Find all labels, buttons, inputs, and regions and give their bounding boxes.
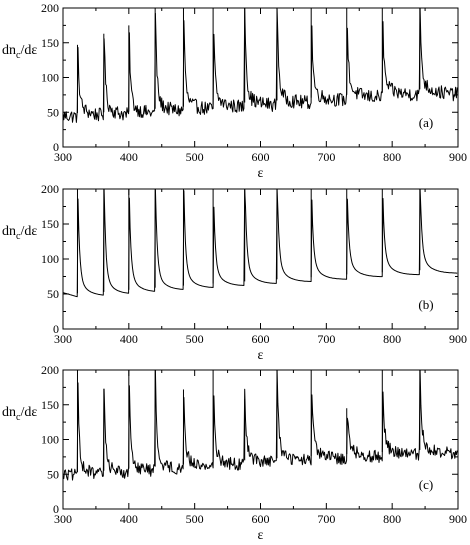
y-axis-label-main: dn [2, 224, 16, 239]
x-axis-label: ε [258, 166, 264, 181]
y-axis-label: dnc/dε [2, 43, 37, 61]
x-tick-label: 300 [54, 332, 72, 346]
x-tick-label: 400 [120, 512, 138, 526]
y-tick-label: 0 [53, 140, 59, 154]
x-tick-label: 300 [54, 512, 72, 526]
y-axis-label-main: dn [2, 43, 16, 58]
y-tick-label: 100 [41, 433, 59, 447]
x-tick-label: 800 [383, 512, 401, 526]
panel-label: (c) [419, 477, 433, 492]
panel-a: 300 400 500 600 700 800 900 0 50 100 150 200 ε dnc/dε… [2, 1, 467, 181]
series-line [62, 7, 458, 123]
y-axis-label-tail: /dε [20, 43, 37, 58]
y-tick-label: 100 [41, 252, 59, 266]
panel-label: (a) [419, 115, 433, 130]
y-axis-label-tail: /dε [20, 405, 37, 420]
y-axis-label-sub: c [16, 231, 21, 242]
x-tick-label: 300 [54, 150, 72, 164]
y-tick-label: 100 [41, 71, 59, 85]
x-tick-label: 700 [317, 150, 335, 164]
y-tick-label: 150 [41, 36, 59, 50]
y-tick-label: 200 [41, 363, 59, 377]
x-axis-label: ε [258, 528, 264, 543]
y-tick-label: 50 [47, 467, 59, 481]
plot-frame [62, 188, 459, 330]
x-tick-label: 700 [317, 332, 335, 346]
panel-b: 300 400 500 600 700 800 900 0 50 100 150 200 ε dnc/dε… [2, 182, 467, 363]
y-tick-label: 150 [41, 217, 59, 231]
x-tick-label: 600 [252, 512, 270, 526]
x-tick-label: 500 [186, 150, 204, 164]
x-tick-label: 400 [120, 150, 138, 164]
x-tick-label: 800 [383, 150, 401, 164]
y-axis-label-sub: c [16, 50, 21, 61]
y-axis-label-sub: c [16, 412, 21, 423]
x-tick-label: 900 [449, 512, 467, 526]
y-axis-label-main: dn [2, 405, 16, 420]
x-tick-label: 900 [449, 150, 467, 164]
y-axis-label-tail: /dε [20, 224, 37, 239]
y-axis-label: dnc/dε [2, 224, 37, 242]
plot-frame [62, 369, 459, 510]
x-tick-label: 500 [186, 512, 204, 526]
x-tick-label: 800 [383, 332, 401, 346]
y-tick-label: 50 [47, 105, 59, 119]
x-tick-label: 500 [186, 332, 204, 346]
y-axis-label: dnc/dε [2, 405, 37, 423]
x-tick-label: 900 [449, 332, 467, 346]
x-tick-label: 400 [120, 332, 138, 346]
y-tick-label: 50 [47, 287, 59, 301]
y-tick-label: 200 [41, 1, 59, 15]
x-axis-label: ε [258, 348, 264, 363]
y-tick-label: 0 [53, 322, 59, 336]
x-tick-label: 600 [252, 150, 270, 164]
panel-label: (b) [418, 297, 433, 312]
y-tick-label: 150 [41, 398, 59, 412]
x-tick-label: 700 [317, 512, 335, 526]
x-tick-label: 600 [252, 332, 270, 346]
series-line [62, 369, 458, 481]
series-line [62, 188, 458, 298]
plot-frame [62, 7, 459, 148]
y-tick-label: 0 [53, 502, 59, 516]
panel-c: 300 400 500 600 700 800 900 0 50 100 150 200 ε dnc/dε… [2, 363, 467, 543]
y-tick-label: 200 [41, 182, 59, 196]
